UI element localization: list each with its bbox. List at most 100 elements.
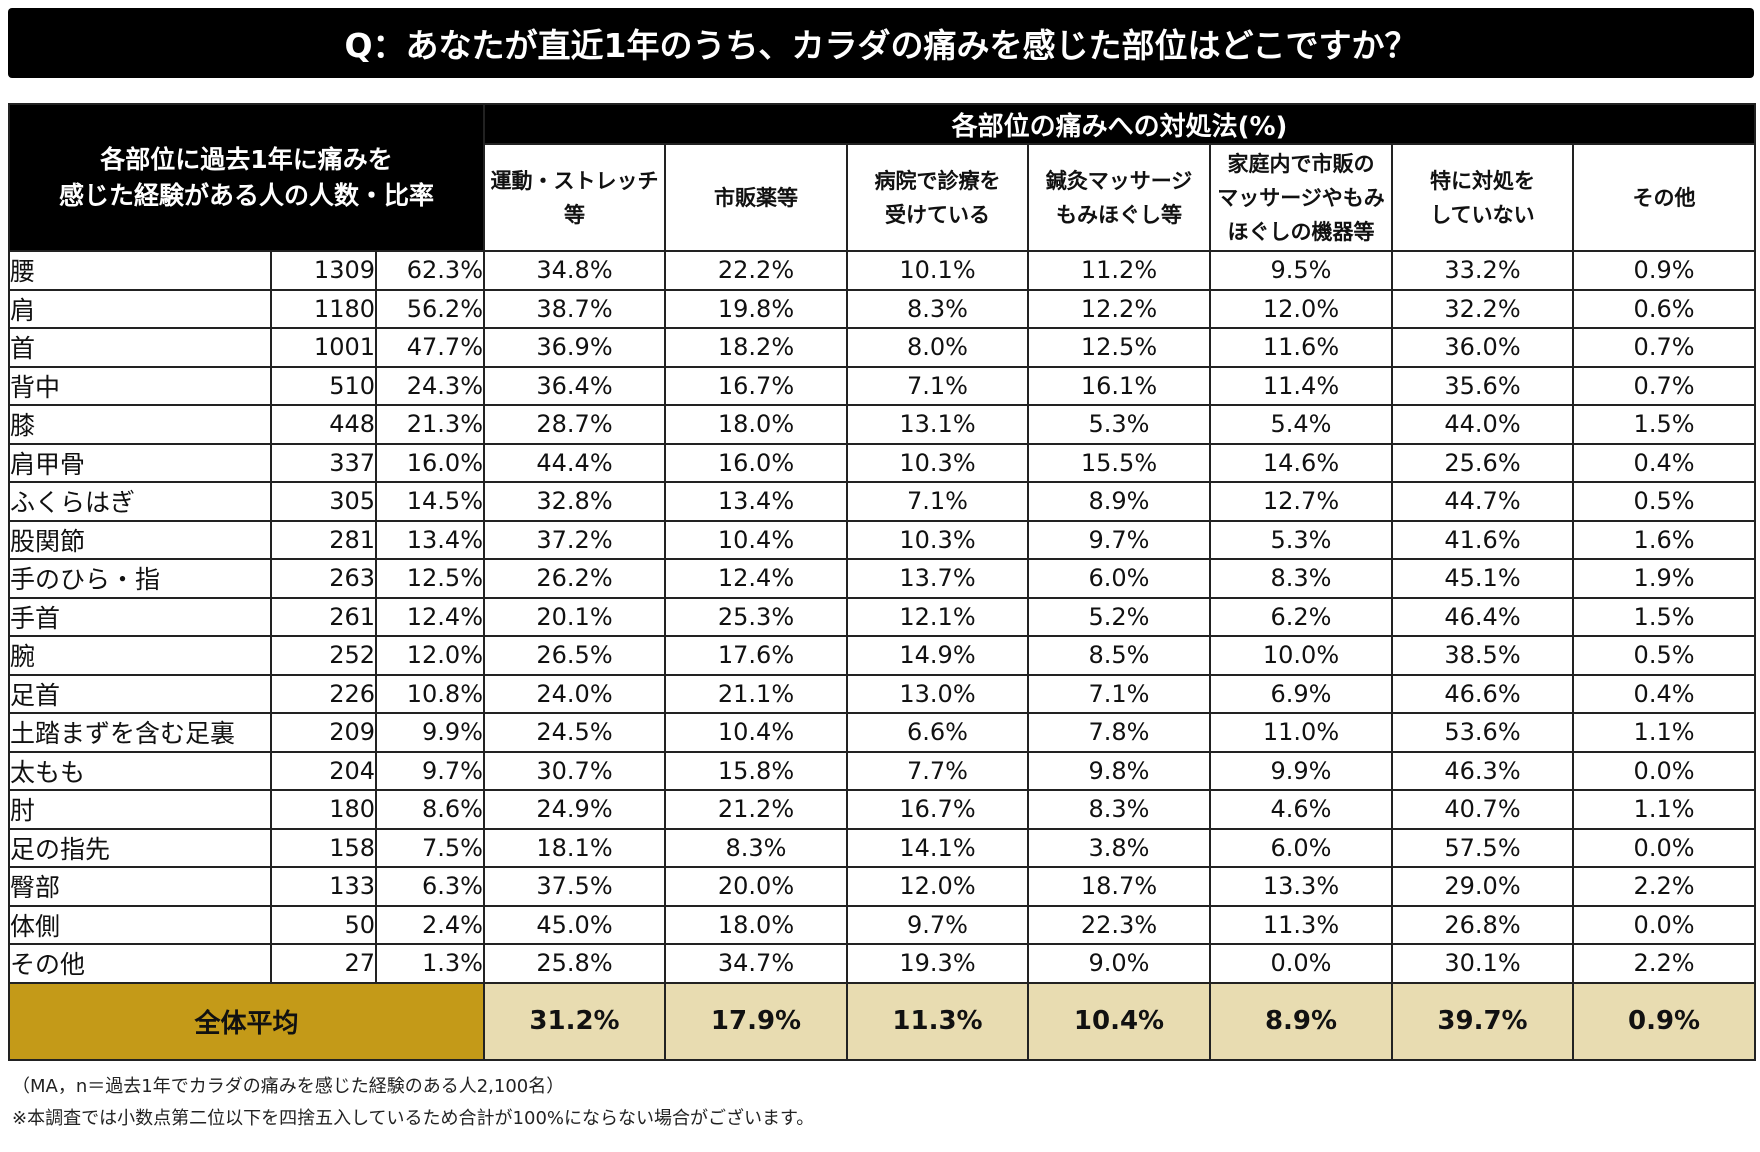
percent-cell: 0.9%: [1571, 250, 1757, 291]
percent-cell: 9.5%: [1209, 250, 1393, 291]
body-part-cell: 股関節: [8, 519, 272, 560]
percent-cell: 46.3%: [1391, 750, 1574, 791]
footnote-rounding: ※本調査では小数点第二位以下を四捨五入しているため合計が100%にならない場合が…: [12, 1108, 815, 1129]
percent-cell: 0.4%: [1571, 673, 1757, 714]
ratio-cell: 10.8%: [375, 673, 485, 714]
average-value-cell: 11.3%: [846, 981, 1029, 1061]
percent-cell: 19.3%: [846, 943, 1029, 984]
table-row: 太もも 204 9.7% 30.7% 15.8% 7.7% 9.8% 9.9% 46.3% 0.0…: [8, 750, 1757, 791]
body-part-cell: 首: [8, 327, 272, 368]
percent-cell: 7.1%: [1027, 673, 1211, 714]
percent-cell: 36.9%: [483, 327, 666, 368]
percent-cell: 12.5%: [1027, 327, 1211, 368]
percent-cell: 11.3%: [1209, 904, 1393, 945]
percent-cell: 10.3%: [846, 442, 1029, 483]
percent-cell: 45.0%: [483, 904, 666, 945]
percent-cell: 1.1%: [1571, 712, 1757, 753]
percent-cell: 29.0%: [1391, 866, 1574, 907]
percent-cell: 10.4%: [664, 519, 848, 560]
percent-cell: 13.7%: [846, 558, 1029, 599]
percent-cell: 16.1%: [1027, 365, 1211, 406]
percent-cell: 8.3%: [1209, 558, 1393, 599]
percent-cell: 38.7%: [483, 288, 666, 329]
percent-cell: 6.0%: [1209, 827, 1393, 868]
column-header-line: ほぐしの機器等: [1227, 219, 1375, 244]
percent-cell: 21.2%: [664, 789, 848, 830]
percent-cell: 1.5%: [1571, 596, 1757, 637]
percent-cell: 21.1%: [664, 673, 848, 714]
body-part-cell: 肘: [8, 789, 272, 830]
percent-cell: 7.1%: [846, 365, 1029, 406]
count-cell: 305: [270, 481, 377, 522]
body-part-cell: 土踏まずを含む足裏: [8, 712, 272, 753]
ratio-cell: 21.3%: [375, 404, 485, 445]
average-value-cell: 39.7%: [1391, 981, 1574, 1061]
table-row: 背中 510 24.3% 36.4% 16.7% 7.1% 16.1% 11.4% 35.6% 0…: [8, 365, 1757, 406]
percent-cell: 2.2%: [1571, 866, 1757, 907]
column-header: 病院で診療を 受けている: [846, 143, 1029, 252]
percent-cell: 11.6%: [1209, 327, 1393, 368]
percent-cell: 18.0%: [664, 404, 848, 445]
percent-cell: 24.5%: [483, 712, 666, 753]
percent-cell: 32.2%: [1391, 288, 1574, 329]
ratio-cell: 2.4%: [375, 904, 485, 945]
table-row: 肩甲骨 337 16.0% 44.4% 16.0% 10.3% 15.5% 14.6% 25.6…: [8, 442, 1757, 483]
percent-cell: 1.9%: [1571, 558, 1757, 599]
group-header: 各部位の痛みへの対処法(%): [482, 103, 1757, 145]
percent-cell: 15.8%: [664, 750, 848, 791]
column-header-line: 家庭内で市販の: [1227, 151, 1375, 176]
count-cell: 1180: [270, 288, 377, 329]
count-cell: 281: [270, 519, 377, 560]
count-cell: 510: [270, 365, 377, 406]
percent-cell: 12.0%: [1209, 288, 1393, 329]
percent-cell: 6.6%: [846, 712, 1029, 753]
table-row: 首 1001 47.7% 36.9% 18.2% 8.0% 12.5% 11.6% 36.0% 0…: [8, 327, 1757, 368]
percent-cell: 20.1%: [483, 596, 666, 637]
body-part-cell: 肩甲骨: [8, 442, 272, 483]
body-part-cell: 背中: [8, 365, 272, 406]
percent-cell: 34.7%: [664, 943, 848, 984]
percent-cell: 12.2%: [1027, 288, 1211, 329]
ratio-cell: 62.3%: [375, 250, 485, 291]
percent-cell: 25.8%: [483, 943, 666, 984]
percent-cell: 10.3%: [846, 519, 1029, 560]
percent-cell: 57.5%: [1391, 827, 1574, 868]
percent-cell: 7.8%: [1027, 712, 1211, 753]
table-row: 臀部 133 6.3% 37.5% 20.0% 12.0% 18.7% 13.3% 29.0% 2…: [8, 866, 1757, 907]
percent-cell: 0.0%: [1571, 750, 1757, 791]
ratio-cell: 12.4%: [375, 596, 485, 637]
table-row: 手のひら・指 263 12.5% 26.2% 12.4% 13.7% 6.0% 8.3% 45.…: [8, 558, 1757, 599]
percent-cell: 38.5%: [1391, 635, 1574, 676]
body-part-cell: 手首: [8, 596, 272, 637]
percent-cell: 1.1%: [1571, 789, 1757, 830]
column-header: 家庭内で市販の マッサージやもみ ほぐしの機器等: [1209, 143, 1393, 252]
percent-cell: 16.7%: [664, 365, 848, 406]
ratio-cell: 13.4%: [375, 519, 485, 560]
count-cell: 1001: [270, 327, 377, 368]
percent-cell: 25.3%: [664, 596, 848, 637]
table-row: 肘 180 8.6% 24.9% 21.2% 16.7% 8.3% 4.6% 40.7% 1.1%: [8, 789, 1757, 830]
percent-cell: 44.4%: [483, 442, 666, 483]
count-cell: 1309: [270, 250, 377, 291]
percent-cell: 9.9%: [1209, 750, 1393, 791]
column-header-line: していない: [1430, 202, 1535, 227]
percent-cell: 45.1%: [1391, 558, 1574, 599]
left-header: 各部位に過去1年に痛みを 感じた経験がある人の人数・比率: [8, 103, 485, 252]
body-part-cell: 膝: [8, 404, 272, 445]
body-part-cell: 腕: [8, 635, 272, 676]
percent-cell: 22.3%: [1027, 904, 1211, 945]
percent-cell: 24.9%: [483, 789, 666, 830]
percent-cell: 8.3%: [1027, 789, 1211, 830]
percent-cell: 0.0%: [1571, 904, 1757, 945]
body-part-cell: 太もも: [8, 750, 272, 791]
table-row: 土踏まずを含む足裏 209 9.9% 24.5% 10.4% 6.6% 7.8% 11.0% 5…: [8, 712, 1757, 753]
table-row: 足の指先 158 7.5% 18.1% 8.3% 14.1% 3.8% 6.0% 57.5% 0.…: [8, 827, 1757, 868]
count-cell: 261: [270, 596, 377, 637]
percent-cell: 8.3%: [846, 288, 1029, 329]
average-value-cell: 17.9%: [664, 981, 848, 1061]
page-title: Q：あなたが直近1年のうち、カラダの痛みを感じた部位はどこですか？: [8, 8, 1754, 78]
column-header-line: 鍼灸マッサージ: [1045, 168, 1193, 193]
body-part-cell: その他: [8, 943, 272, 984]
percent-cell: 13.0%: [846, 673, 1029, 714]
table-row: 腕 252 12.0% 26.5% 17.6% 14.9% 8.5% 10.0% 38.5% 0.…: [8, 635, 1757, 676]
